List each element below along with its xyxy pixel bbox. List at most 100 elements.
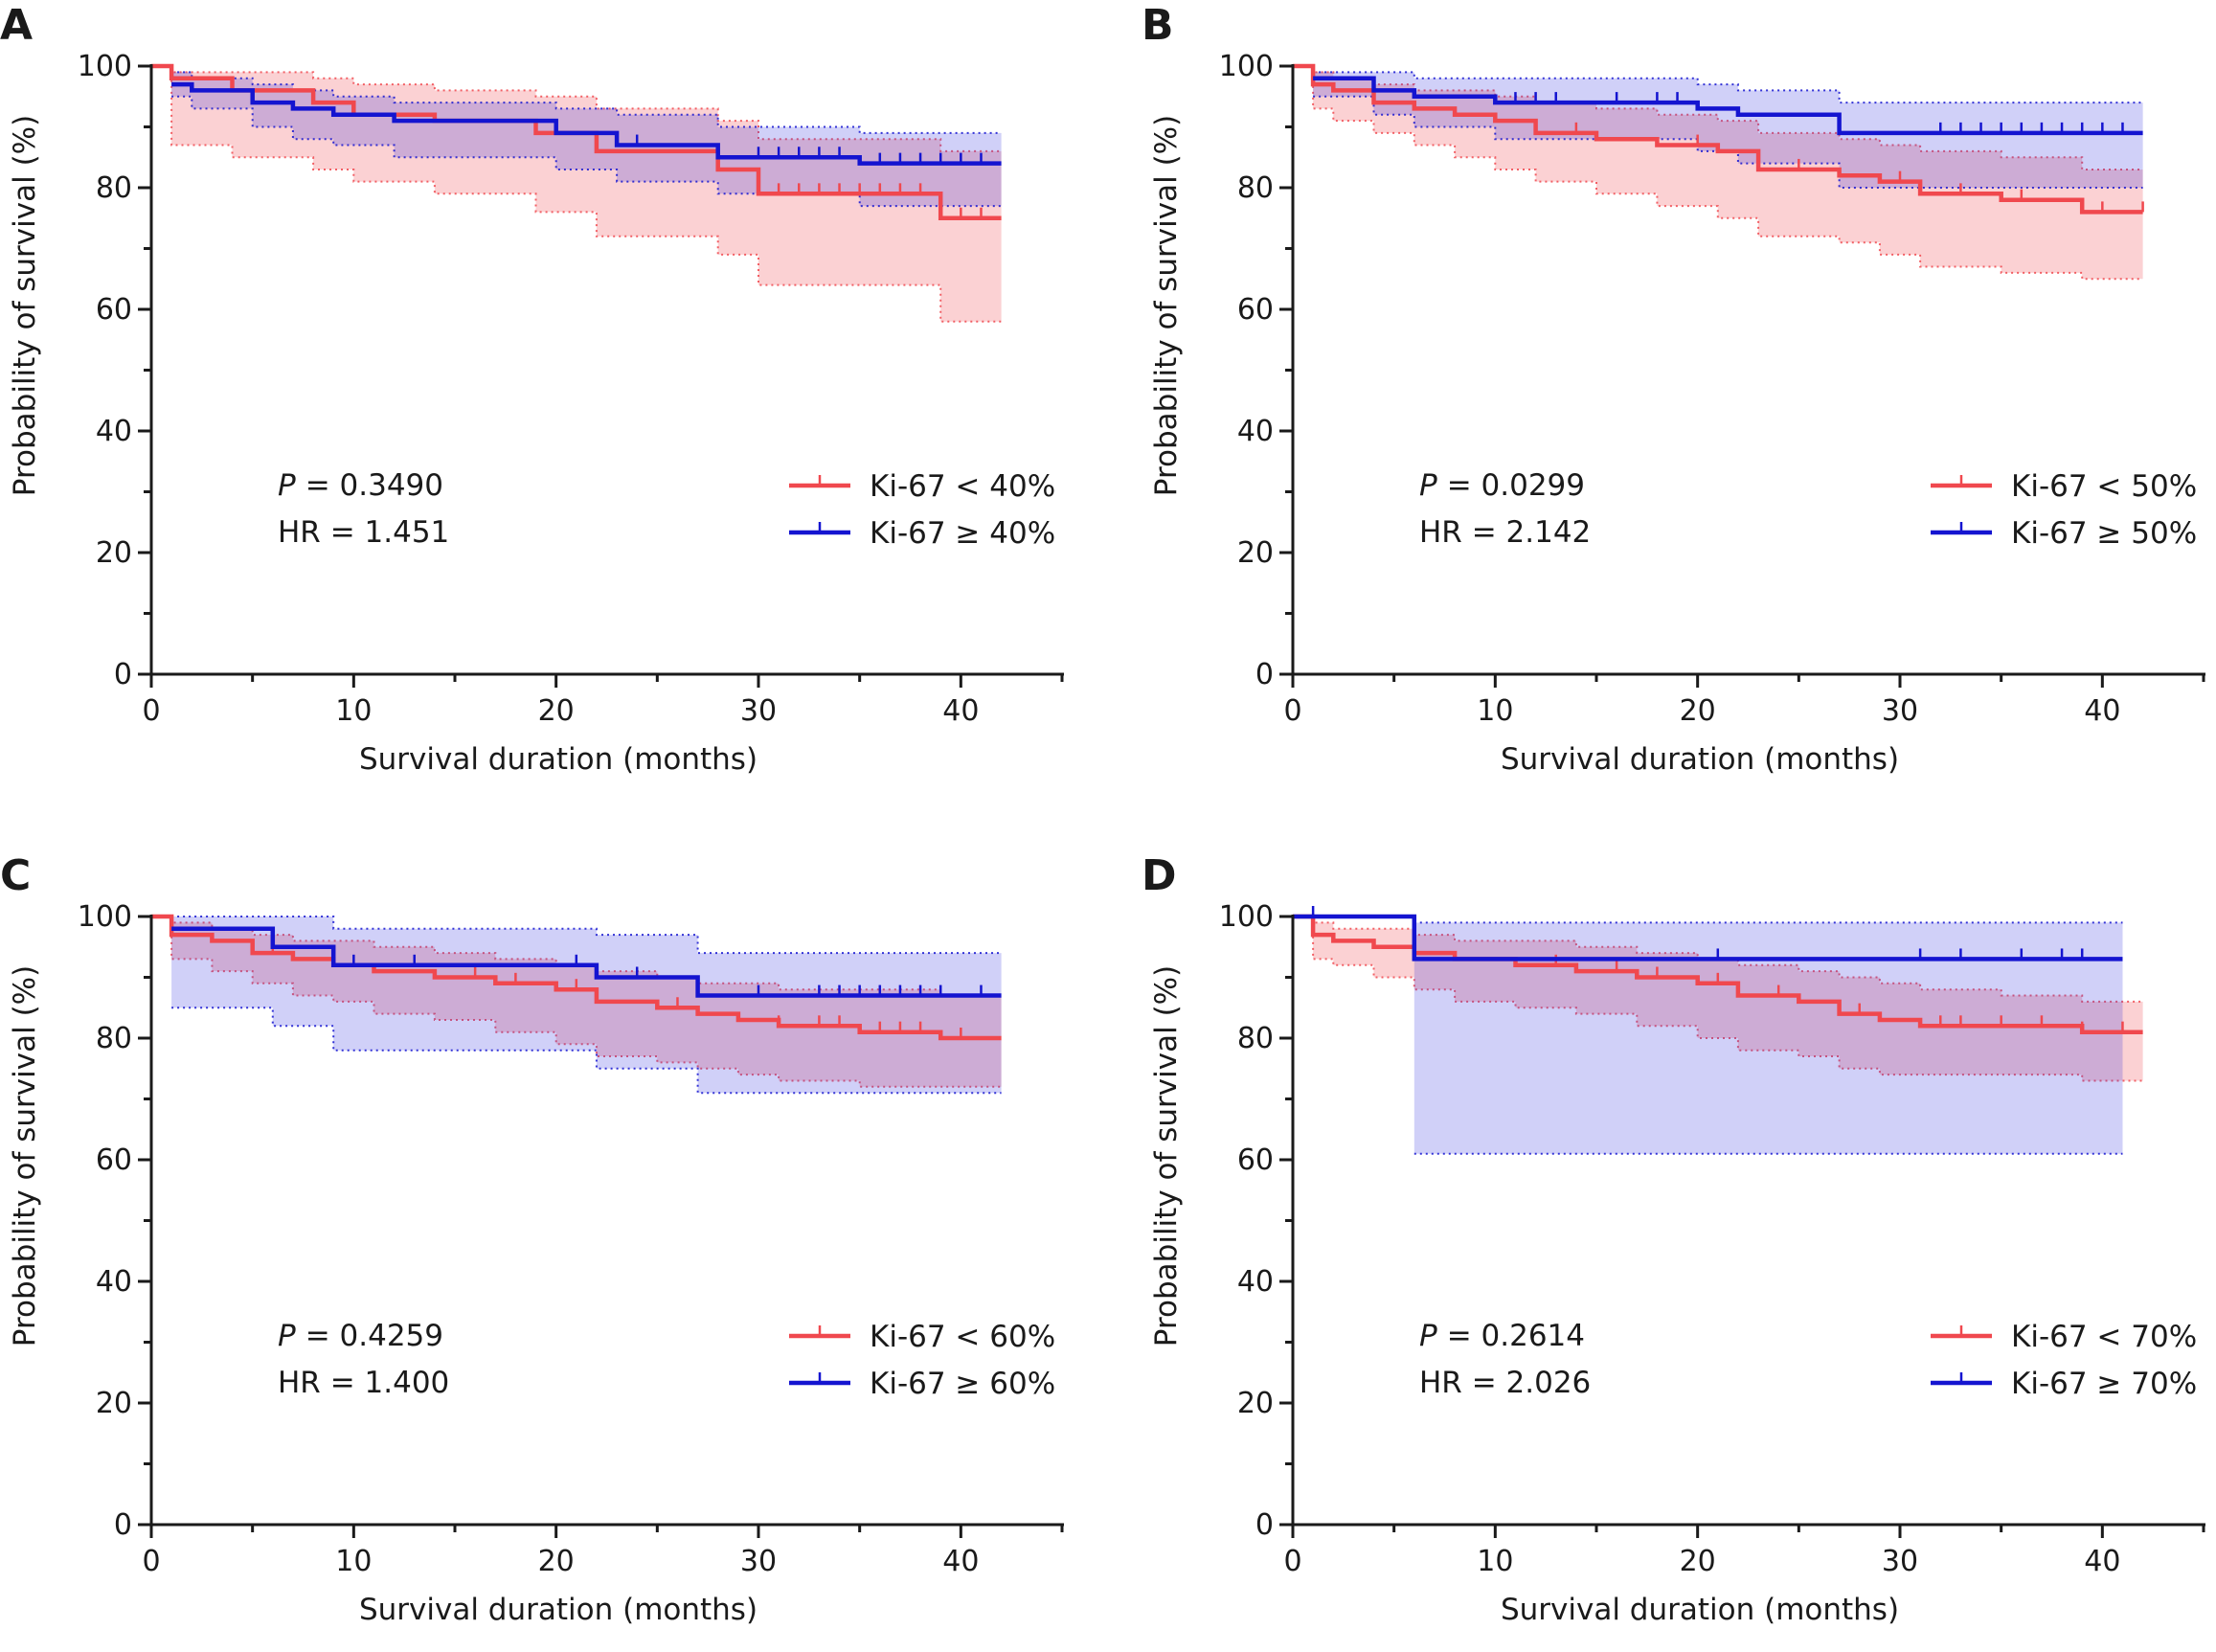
legend-label-series-0: Ki-67 < 70%: [2011, 1320, 2197, 1354]
hr-text: HR = 1.400: [278, 1366, 449, 1400]
p-value: = 0.4259: [305, 1319, 443, 1353]
y-axis-title: Probability of survival (%): [8, 965, 42, 1346]
p-symbol: P: [1419, 1319, 1437, 1353]
p-symbol: P: [278, 1319, 296, 1353]
x-axis-title: Survival duration (months): [1501, 1593, 1899, 1627]
x-tick-label: 20: [538, 694, 575, 728]
ci-lower-line-series-0: [151, 65, 1002, 323]
x-tick-label: 30: [740, 694, 777, 728]
x-tick-label: 20: [1680, 1545, 1716, 1578]
y-tick-label: 0: [1255, 1508, 1274, 1542]
survival-curve-series-1: [171, 81, 1002, 166]
y-axis-title: Probability of survival (%): [8, 115, 42, 496]
x-tick-label: 40: [2084, 694, 2120, 728]
panel-letter: D: [1142, 851, 1177, 900]
y-tick-label: 100: [1219, 900, 1274, 934]
ci-lower-line-series-0: [1293, 65, 2143, 281]
y-tick-label: 40: [96, 1265, 132, 1299]
survival-curve-series-1: [171, 926, 1002, 998]
legend-label-series-1: Ki-67 ≥ 40%: [870, 516, 1055, 551]
hr-text: HR = 2.026: [1419, 1366, 1591, 1400]
y-tick-label: 0: [1255, 658, 1274, 691]
p-symbol: P: [278, 468, 296, 503]
x-tick-label: 40: [942, 694, 979, 728]
ci-upper-line-series-1: [171, 71, 1002, 134]
y-tick-label: 0: [114, 658, 132, 691]
p-value-text: P = 0.3490: [278, 468, 443, 503]
survival-curve-series-1: [1293, 914, 2123, 962]
x-tick-label: 20: [538, 1545, 575, 1578]
y-tick-label: 0: [114, 1508, 132, 1542]
y-tick-label: 60: [96, 293, 132, 327]
x-tick-label: 10: [335, 1545, 372, 1578]
legend-label-series-0: Ki-67 < 60%: [870, 1320, 1055, 1354]
x-tick-label: 10: [1477, 1545, 1513, 1578]
y-tick-label: 80: [1237, 171, 1274, 205]
ci-band-series-1: [171, 917, 1002, 1094]
y-tick-label: 40: [96, 415, 132, 448]
y-tick-label: 20: [1237, 536, 1274, 570]
ci-lower-line-series-1: [1313, 95, 2143, 189]
x-tick-label: 20: [1680, 694, 1716, 728]
ci-band-series-1: [171, 72, 1002, 207]
hr-text: HR = 2.142: [1419, 515, 1591, 550]
ci-band-series-0: [151, 66, 1002, 322]
ci-upper-line-series-0: [151, 65, 1002, 152]
ci-upper-line-series-0: [1293, 916, 2143, 1003]
legend-label-series-1: Ki-67 ≥ 60%: [870, 1367, 1055, 1401]
survival-curve-series-0: [1293, 63, 2143, 215]
y-tick-label: 40: [1237, 1265, 1274, 1299]
ci-upper-line-series-1: [1313, 71, 2143, 104]
x-axis-title: Survival duration (months): [359, 742, 758, 777]
legend-label-series-1: Ki-67 ≥ 70%: [2011, 1367, 2197, 1401]
x-tick-label: 30: [740, 1545, 777, 1578]
x-tick-label: 0: [142, 694, 160, 728]
p-value: = 0.2614: [1447, 1319, 1585, 1353]
ci-upper-line-series-0: [151, 916, 1002, 997]
p-value-text: P = 0.2614: [1419, 1319, 1585, 1353]
panel-letter: C: [0, 851, 31, 900]
hr-text: HR = 1.451: [278, 515, 449, 550]
panel-letter: B: [1142, 1, 1174, 50]
y-axis-title: Probability of survival (%): [1149, 115, 1184, 496]
ci-upper-line-series-1: [171, 916, 1002, 955]
legend-label-series-0: Ki-67 < 40%: [870, 469, 1055, 504]
survival-curve-series-1: [1313, 76, 2143, 136]
ci-band-series-0: [151, 917, 1002, 1087]
x-tick-label: 10: [1477, 694, 1513, 728]
y-tick-label: 20: [96, 1387, 132, 1420]
y-axis-title: Probability of survival (%): [1149, 965, 1184, 1346]
panel-letter: A: [0, 1, 33, 50]
y-tick-label: 80: [96, 171, 132, 205]
panel-d: D 0 20 40 60 80 100 0 10 20 30 40 Survival duration …: [1142, 851, 2205, 1627]
x-tick-label: 30: [1882, 694, 1918, 728]
x-tick-label: 0: [1283, 1545, 1301, 1578]
y-tick-label: 60: [1237, 1143, 1274, 1177]
p-symbol: P: [1419, 468, 1437, 503]
y-tick-label: 100: [78, 900, 132, 934]
y-tick-label: 100: [1219, 50, 1274, 83]
p-value: = 0.0299: [1447, 468, 1585, 503]
panel-c: C 0 20 40 60 80 100 0 10 20 30 40 Survival duration …: [0, 851, 1064, 1627]
x-tick-label: 10: [335, 694, 372, 728]
y-tick-label: 20: [1237, 1387, 1274, 1420]
p-value-text: P = 0.0299: [1419, 468, 1585, 503]
p-value-text: P = 0.4259: [278, 1319, 443, 1353]
y-tick-label: 80: [1237, 1022, 1274, 1055]
y-tick-label: 40: [1237, 415, 1274, 448]
y-tick-label: 20: [96, 536, 132, 570]
y-tick-label: 80: [96, 1022, 132, 1055]
panel-a: A 0 20 40 60 80 100 0 10 20 30 40 Survival duration …: [0, 1, 1064, 777]
legend-label-series-0: Ki-67 < 50%: [2011, 469, 2197, 504]
y-tick-label: 100: [78, 50, 132, 83]
survival-curve-series-0: [1293, 914, 2143, 1034]
panel-b: B 0 20 40 60 80 100 0 10 20 30 40 Survival duration …: [1142, 1, 2205, 777]
p-value: = 0.3490: [305, 468, 443, 503]
x-tick-label: 40: [2084, 1545, 2120, 1578]
x-tick-label: 30: [1882, 1545, 1918, 1578]
ci-band-series-1: [1413, 922, 2123, 1154]
ci-lower-line-series-1: [171, 95, 1002, 208]
x-tick-label: 40: [942, 1545, 979, 1578]
x-tick-label: 0: [1283, 694, 1301, 728]
